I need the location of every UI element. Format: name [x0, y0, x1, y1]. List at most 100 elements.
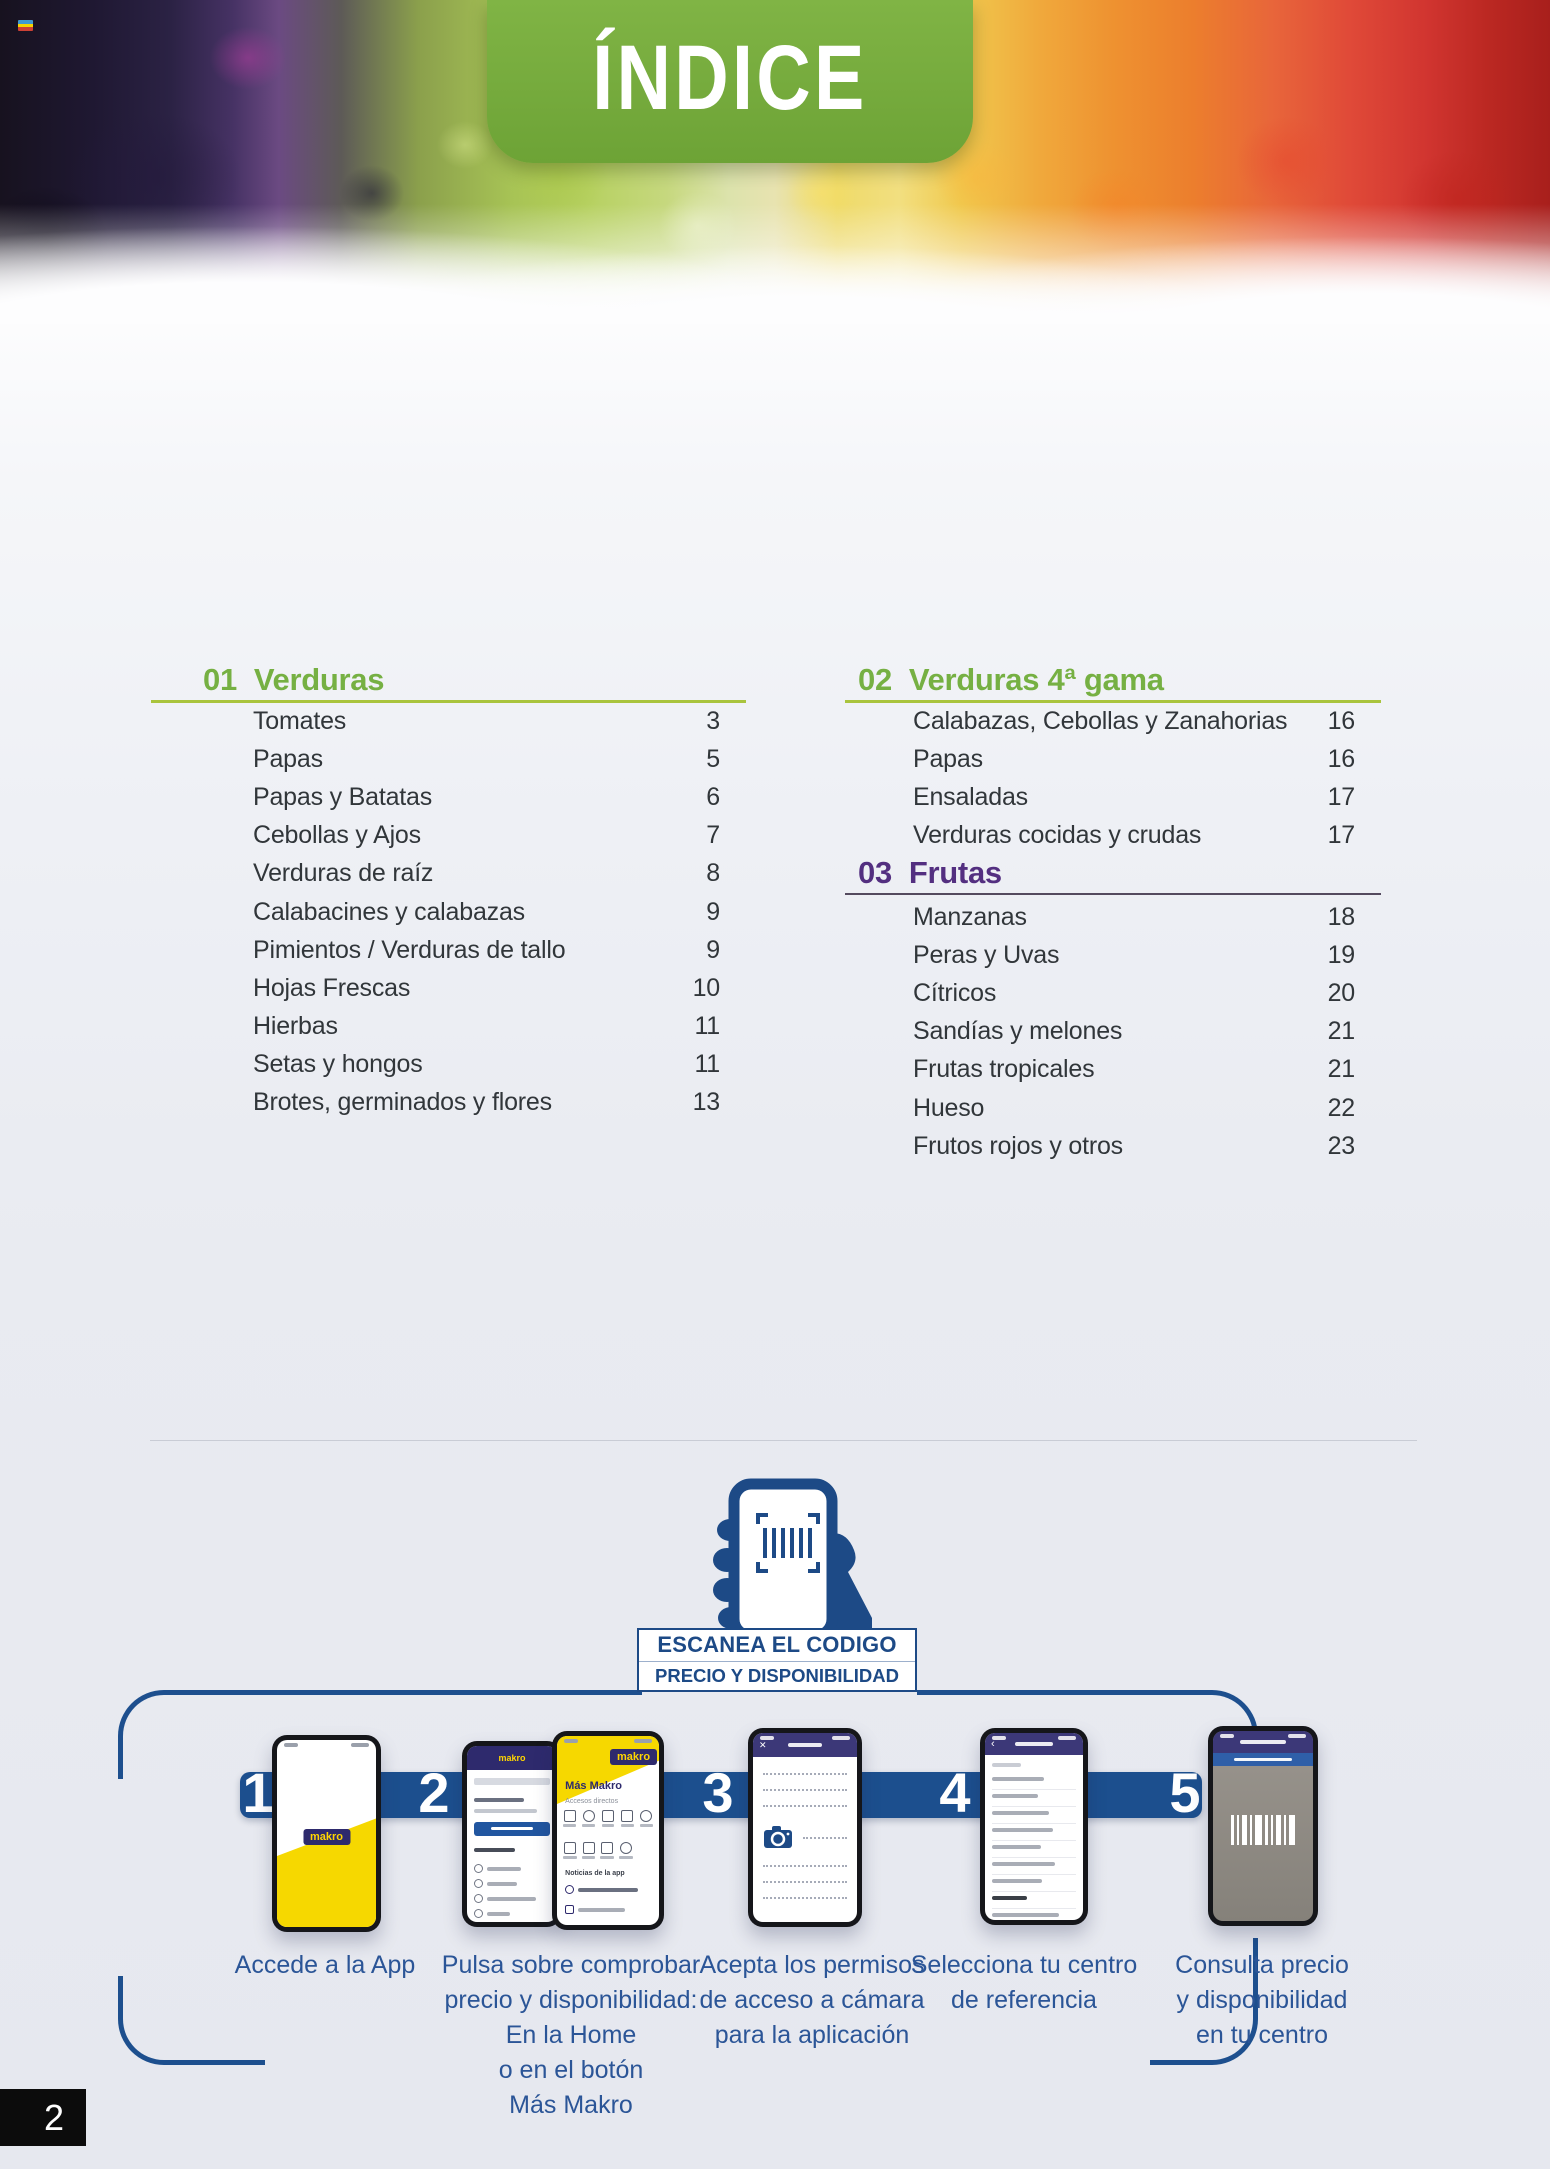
search-field-placeholder	[474, 1778, 550, 1785]
phone-screen: makro	[467, 1746, 557, 1922]
toc-list-frutas: Manzanas 18 Peras y Uvas 19 Cítricos 20 San…	[913, 898, 1355, 1165]
index-title-box: ÍNDICE	[487, 0, 973, 163]
menu-row	[474, 1909, 550, 1918]
toc-item-label: Hierbas	[253, 1012, 338, 1041]
caption-line: en tu centro	[1195, 2021, 1329, 2049]
dotted-line	[802, 1837, 847, 1839]
toc-item-row[interactable]: Pimientos / Verduras de tallo 9	[253, 931, 720, 969]
scan-code-subtitle: PRECIO Y DISPONIBILIDAD	[655, 1664, 899, 1686]
toc-item-label: Ensaladas	[913, 782, 1028, 811]
phone-screen: ‹	[985, 1733, 1083, 1920]
toc-item-row[interactable]: Hueso 22	[913, 1089, 1355, 1127]
toc-item-label: Cítricos	[913, 978, 997, 1007]
step-number-4: 4	[939, 1761, 971, 1824]
toc-item-row[interactable]: Papas y Batatas 6	[253, 778, 720, 816]
section-underline	[845, 700, 1381, 703]
menu-row	[474, 1879, 550, 1888]
step-caption-1: Accede a la App	[205, 1948, 445, 1983]
makro-logo: makro	[498, 1753, 526, 1763]
caption-line: Acepta los permisos	[699, 1951, 925, 1979]
news-row	[565, 1885, 651, 1894]
toc-item-page: 9	[706, 935, 720, 964]
caption-line: Accede a la App	[234, 1951, 416, 1979]
store-list	[991, 1773, 1077, 1920]
toc-item-row[interactable]: Calabazas, Cebollas y Zanahorias 16	[913, 702, 1355, 740]
toc-item-row[interactable]: Setas y hongos 11	[253, 1046, 720, 1084]
scan-code-title: ESCANEA EL CODIGO	[639, 1630, 915, 1662]
caption-line: precio y disponibilidad:	[444, 1986, 698, 2014]
phone-screen: ✕	[753, 1733, 857, 1922]
toc-item-row[interactable]: Papas 16	[913, 740, 1355, 778]
toc-item-row[interactable]: Ensaladas 17	[913, 778, 1355, 816]
toc-item-page: 21	[1327, 1055, 1356, 1084]
toc-item-row[interactable]: Verduras cocidas y crudas 17	[913, 817, 1355, 855]
scan-hint-banner	[1213, 1753, 1313, 1766]
section-title: Verduras 4ª gama	[908, 662, 1164, 697]
status-bar	[992, 1736, 1076, 1740]
dotted-line	[763, 1881, 847, 1883]
app-header: makro	[467, 1746, 557, 1770]
toc-item-page: 17	[1327, 782, 1356, 811]
toc-item-label: Manzanas	[913, 902, 1027, 931]
back-icon: ‹	[991, 1738, 995, 1750]
toc-item-label: Sandías y melones	[913, 1017, 1123, 1046]
step-caption-3: Acepta los permisos de acceso a cámara p…	[677, 1948, 947, 2053]
toc-item-row[interactable]: Papas 5	[253, 740, 720, 778]
section-title: Frutas	[908, 855, 1002, 890]
step-caption-4: Selecciona tu centro de referencia	[898, 1948, 1150, 2018]
toc-item-row[interactable]: Calabacines y calabazas 9	[253, 893, 720, 931]
toc-item-row[interactable]: Cítricos 20	[913, 974, 1355, 1012]
primary-button	[474, 1822, 550, 1836]
dotted-line	[763, 1865, 847, 1867]
phone-mockup-step4: ‹	[980, 1728, 1088, 1925]
toc-item-page: 17	[1327, 821, 1356, 850]
page-title: ÍNDICE	[592, 27, 868, 129]
toc-item-page: 23	[1327, 1131, 1356, 1160]
makro-logo-pill: makro	[610, 1749, 658, 1765]
toc-item-page: 20	[1327, 978, 1356, 1007]
step-caption-5: Consulta precio y disponibilidad en tu c…	[1142, 1948, 1382, 2053]
toc-item-row[interactable]: Sandías y melones 21	[913, 1013, 1355, 1051]
section-underline	[151, 700, 746, 703]
caption-line: Selecciona tu centro	[910, 1951, 1138, 1979]
caption-line: de acceso a cámara	[699, 1986, 925, 2014]
toc-item-page: 7	[706, 821, 720, 850]
phone-mockup-step3: ✕	[748, 1728, 862, 1927]
caption-line: o en el botón	[498, 2056, 644, 2084]
toc-item-label: Hueso	[913, 1093, 985, 1122]
toc-item-row[interactable]: Cebollas y Ajos 7	[253, 817, 720, 855]
toc-item-label: Verduras cocidas y crudas	[913, 821, 1202, 850]
caption-line: Más Makro	[509, 2091, 633, 2119]
toc-item-label: Frutos rojos y otros	[913, 1131, 1123, 1160]
toc-item-page: 8	[706, 859, 720, 888]
toc-item-page: 16	[1327, 744, 1356, 773]
toc-item-label: Calabacines y calabazas	[253, 897, 525, 926]
toc-item-label: Hojas Frescas	[253, 973, 411, 1002]
toc-item-row[interactable]: Manzanas 18	[913, 898, 1355, 936]
caption-line: de referencia	[951, 1986, 1097, 2014]
toc-item-row[interactable]: Tomates 3	[253, 702, 720, 740]
section-number: 01	[203, 662, 237, 697]
toc-item-page: 11	[694, 1050, 720, 1079]
close-icon: ✕	[759, 1739, 767, 1750]
shortcut-icon-grid-row	[561, 1810, 655, 1827]
phone-screen	[1213, 1731, 1313, 1921]
toc-item-row[interactable]: Frutas tropicales 21	[913, 1051, 1355, 1089]
toc-item-page: 5	[706, 744, 720, 773]
phone-mockup-step1: makro	[272, 1735, 381, 1932]
toc-list-verduras: Tomates 3 Papas 5 Papas y Batatas 6 Cebolla…	[253, 702, 720, 1122]
toc-item-row[interactable]: Hojas Frescas 10	[253, 969, 720, 1007]
step-number-2: 2	[418, 1761, 450, 1824]
toc-item-row[interactable]: Brotes, germinados y flores 13	[253, 1084, 720, 1122]
brand-flag-icon	[18, 20, 33, 31]
toc-item-page: 19	[1327, 940, 1356, 969]
toc-item-row[interactable]: Peras y Uvas 19	[913, 936, 1355, 974]
toc-item-row[interactable]: Frutos rojos y otros 23	[913, 1127, 1355, 1165]
toc-item-row[interactable]: Verduras de raíz 8	[253, 855, 720, 893]
phone-mockup-step2-mas-makro: makro Más Makro Accesos directos Noticia…	[552, 1731, 664, 1930]
text-placeholder	[474, 1798, 524, 1802]
toc-item-row[interactable]: Hierbas 11	[253, 1008, 720, 1046]
toc-item-page: 3	[706, 706, 720, 735]
toc-item-page: 22	[1327, 1093, 1356, 1122]
section-header-frutas: 03 Frutas	[858, 855, 1002, 891]
